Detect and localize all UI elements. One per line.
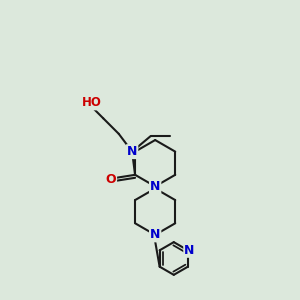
Text: HO: HO — [82, 96, 101, 110]
Text: N: N — [150, 180, 160, 193]
Text: N: N — [184, 244, 195, 257]
Text: N: N — [127, 145, 137, 158]
Text: O: O — [106, 173, 116, 186]
Text: N: N — [150, 228, 160, 242]
